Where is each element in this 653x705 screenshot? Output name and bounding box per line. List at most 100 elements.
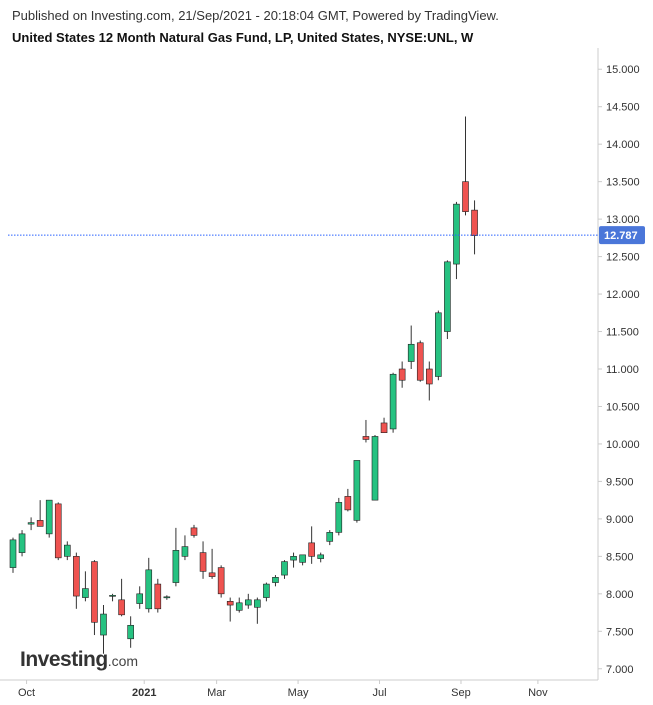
y-tick-label: 8.500 [606, 551, 634, 563]
candle-body-up [64, 544, 71, 557]
candles-layer [9, 116, 478, 654]
candle [416, 340, 424, 382]
last-price-tag-background [599, 226, 645, 245]
candle-body-up [27, 522, 35, 525]
candle [145, 557, 153, 613]
candle-body-down [226, 601, 234, 606]
candle [290, 552, 297, 568]
candle-body-up [353, 460, 361, 521]
candle [281, 560, 288, 579]
candle [371, 434, 379, 501]
candle [208, 548, 216, 579]
candle [254, 597, 261, 624]
y-tick-label: 8.000 [606, 589, 634, 601]
candle [344, 488, 352, 512]
candle-body-up [263, 583, 270, 598]
candle-body-down [398, 368, 406, 381]
candle [109, 593, 116, 602]
candle [407, 325, 415, 369]
logo-wordmark: Investing [20, 648, 108, 671]
candle-body-up [254, 599, 261, 608]
candle-body-up [371, 436, 379, 501]
candle [235, 597, 243, 613]
candle-body-down [118, 599, 125, 616]
y-tick-label: 7.000 [606, 664, 634, 676]
candle-body-up [109, 595, 116, 597]
candle-body-up [435, 312, 442, 377]
candle [118, 578, 125, 617]
candle [199, 541, 207, 579]
candle [172, 527, 180, 587]
candle-body-down [154, 583, 162, 610]
y-axis-ticks: 15.000 14.500 14.000 13.500 13.000 12.500 12.0… [598, 64, 640, 676]
candle-body-up [9, 539, 17, 568]
candle-body-up [299, 554, 306, 563]
candle-body-down [308, 542, 315, 557]
candle-body-down [462, 181, 469, 212]
candle [245, 593, 252, 609]
candle [91, 560, 98, 636]
last-price-tag: 12.787 [599, 226, 645, 245]
y-tick-label: 9.000 [606, 514, 634, 526]
candle-body-down [380, 422, 388, 433]
candle-body-down [425, 368, 433, 385]
candle [73, 552, 80, 609]
candle-body-up [100, 613, 107, 636]
candle [226, 597, 234, 622]
investing-logo: Investing.com [20, 648, 138, 672]
candle-body-up [127, 624, 134, 640]
logo-suffix: .com [107, 653, 139, 669]
x-tick-label: May [288, 687, 309, 699]
candle [471, 200, 478, 255]
y-tick-label: 10.000 [606, 439, 640, 451]
y-tick-label: 14.500 [606, 102, 640, 114]
candle-body-down [362, 436, 370, 440]
y-tick-label: 15.000 [606, 64, 640, 76]
candle [163, 595, 171, 600]
candle [154, 578, 162, 613]
candle [453, 201, 460, 280]
y-tick-label: 7.500 [606, 626, 634, 638]
chart-title: United States 12 Month Natural Gas Fund,… [12, 30, 474, 45]
candle [190, 524, 198, 538]
candle-body-up [181, 546, 189, 557]
x-tick-label: Sep [451, 687, 471, 699]
candle-body-up [407, 343, 415, 362]
candle-body-up [453, 203, 460, 265]
candle [398, 361, 406, 388]
candle [389, 372, 397, 433]
y-tick-label: 12.000 [606, 289, 640, 301]
candle [362, 419, 370, 443]
candle-body-up [136, 593, 143, 604]
candle [425, 361, 433, 401]
y-tick-label: 13.000 [606, 214, 640, 226]
candle [27, 517, 35, 531]
y-tick-label: 10.500 [606, 401, 640, 413]
published-note: Published on Investing.com, 21/Sep/2021 … [12, 8, 499, 23]
y-tick-label: 14.000 [606, 139, 640, 151]
candle-body-down [471, 209, 478, 236]
x-tick-label: Nov [528, 687, 548, 699]
candle [64, 541, 71, 561]
candle [82, 571, 89, 602]
candle-body-down [208, 572, 216, 577]
y-tick-label: 9.500 [606, 476, 634, 488]
candle-body-down [36, 520, 44, 527]
candle [263, 582, 270, 602]
candle-body-down [344, 496, 352, 511]
candle-body-down [190, 527, 198, 536]
candle [317, 552, 325, 563]
candle-body-up [335, 502, 343, 533]
candle [326, 530, 334, 546]
candle [335, 497, 343, 536]
candle-body-up [326, 532, 334, 542]
candle [380, 417, 388, 433]
candle-body-up [245, 599, 252, 606]
candle [54, 502, 62, 561]
candle-body-up [272, 577, 279, 583]
candle [100, 605, 107, 654]
candle [127, 616, 134, 648]
x-axis-ticks: Oct 2021 Mar May Jul Sep Nov [18, 680, 548, 699]
candle-body-down [54, 503, 62, 559]
